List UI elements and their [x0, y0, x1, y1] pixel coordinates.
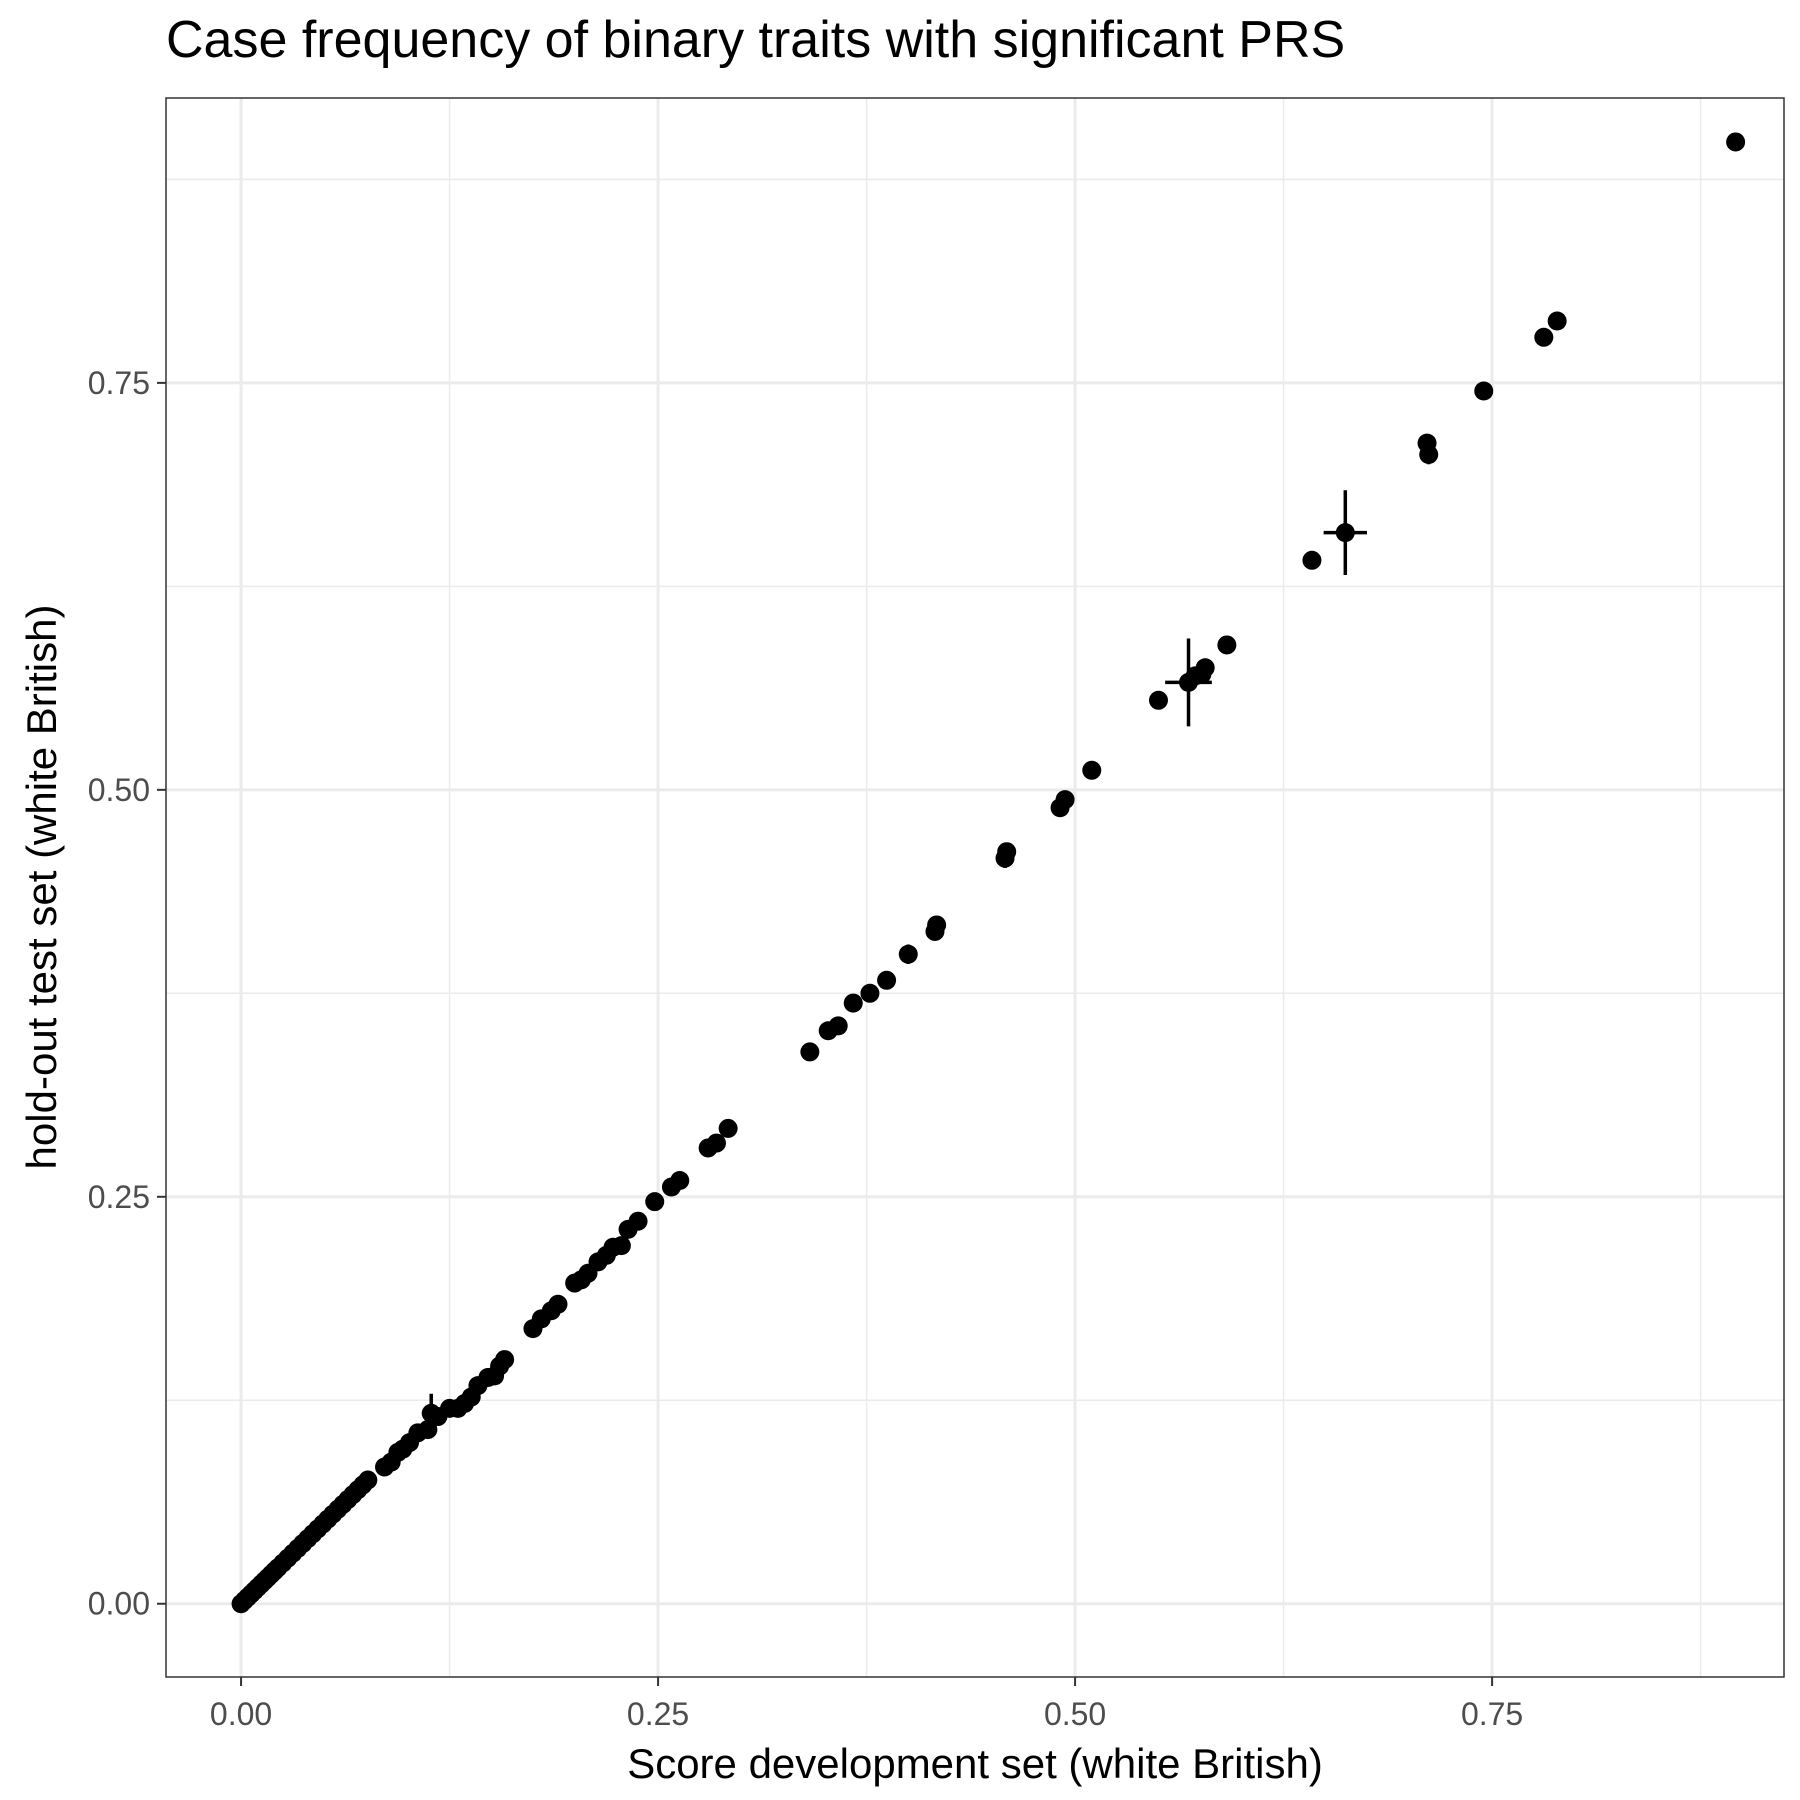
- x-tick-label: 0.25: [627, 1696, 689, 1732]
- y-axis-title: hold-out test set (white British): [18, 605, 65, 1170]
- x-axis-title: Score development set (white British): [627, 1740, 1323, 1787]
- plot-border: [165, 97, 1785, 1678]
- data-point: [1534, 327, 1554, 347]
- y-tick-label: 0.75: [88, 365, 150, 401]
- x-axis: 0.00 0.25 0.50 0.75: [210, 1677, 1523, 1732]
- data-point: [548, 1294, 568, 1314]
- y-tick-label: 0.50: [88, 772, 150, 808]
- data-point: [611, 1236, 631, 1256]
- grid-minor: [166, 98, 1784, 1677]
- data-point: [843, 993, 863, 1013]
- data-point: [645, 1192, 665, 1212]
- data-point: [358, 1470, 378, 1490]
- data-point: [997, 842, 1017, 862]
- data-point: [670, 1171, 690, 1191]
- data-point: [1055, 790, 1075, 810]
- data-point: [706, 1133, 726, 1153]
- x-tick-label: 0.50: [1044, 1696, 1106, 1732]
- data-point: [1335, 523, 1355, 543]
- data-point: [860, 983, 880, 1003]
- y-tick-label: 0.00: [88, 1586, 150, 1622]
- grid-major: [166, 98, 1784, 1677]
- x-tick-label: 0.00: [210, 1696, 272, 1732]
- data-point: [898, 944, 918, 964]
- data-point: [1302, 550, 1322, 570]
- data-point: [1148, 690, 1168, 710]
- data-point: [877, 970, 897, 990]
- x-tick-label: 0.75: [1461, 1696, 1523, 1732]
- data-point: [718, 1118, 738, 1138]
- data-points: [231, 132, 1746, 1614]
- data-point: [800, 1042, 820, 1062]
- data-point: [1474, 381, 1494, 401]
- y-tick-label: 0.25: [88, 1179, 150, 1215]
- data-point: [1419, 444, 1439, 464]
- y-axis: 0.00 0.25 0.50 0.75: [88, 365, 166, 1622]
- data-point: [1082, 760, 1102, 780]
- data-point: [495, 1350, 515, 1370]
- data-point: [628, 1211, 648, 1231]
- data-point: [1217, 635, 1237, 655]
- data-point: [1195, 658, 1215, 678]
- chart-title: Case frequency of binary traits with sig…: [166, 11, 1346, 69]
- data-point: [828, 1016, 848, 1036]
- data-point: [927, 915, 947, 935]
- data-point: [1726, 132, 1746, 152]
- data-point: [1547, 311, 1567, 331]
